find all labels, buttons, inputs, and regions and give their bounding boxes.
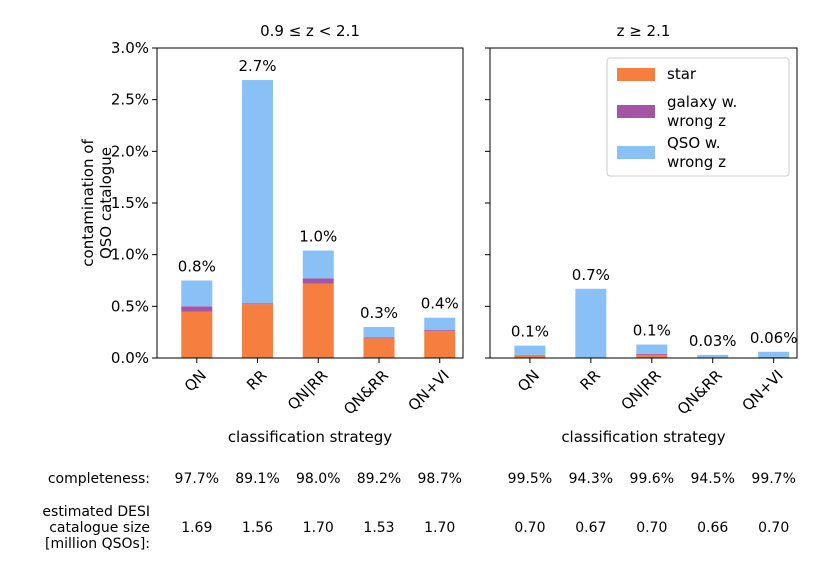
cell: 1.70: [424, 520, 455, 536]
row-label: catalogue size: [49, 520, 150, 536]
bar-segment: [363, 338, 395, 358]
value-label: 0.03%: [689, 332, 737, 350]
legend-label: galaxy w. wrong z: [667, 93, 737, 130]
cell: 99.6%: [630, 471, 674, 487]
cell: 0.70: [636, 520, 667, 536]
bar-segment: [697, 354, 729, 358]
x-axis-label: classification strategy: [561, 428, 725, 446]
legend-label-line: galaxy w.: [667, 93, 737, 111]
bar-segment: [302, 278, 334, 284]
value-label: 2.7%: [238, 57, 276, 75]
legend-swatch: [617, 146, 655, 159]
cell: 1.56: [242, 520, 273, 536]
x-tick-label: QN|RR: [618, 366, 665, 413]
x-tick-label: QN: [514, 366, 543, 395]
legend-label: QSO w. wrong z: [667, 134, 726, 171]
bar-segment: [242, 303, 274, 305]
cell: 1.53: [363, 520, 394, 536]
value-label: 0.1%: [511, 323, 549, 341]
y-tick-label: 2.5%: [111, 91, 149, 109]
bar-segment: [181, 311, 213, 358]
x-tick-label: RR: [243, 366, 270, 393]
bar-segment: [636, 344, 668, 354]
cell: 0.70: [758, 520, 789, 536]
row-label: completeness:: [48, 471, 150, 487]
x-tick-label: QN|RR: [284, 366, 331, 413]
legend-swatch: [617, 68, 655, 81]
y-axis-label-line: contamination of: [79, 139, 97, 267]
panel-title: 0.9 ≤ z < 2.1: [260, 22, 360, 40]
legend-swatch: [617, 105, 655, 118]
row-label: [million QSOs]:: [45, 536, 150, 552]
bar-segment: [424, 331, 456, 358]
bar-segment: [181, 306, 213, 312]
bar-segment: [514, 345, 546, 355]
legend-label: star: [667, 65, 697, 83]
bar-segment: [302, 250, 334, 279]
bar-segment: [575, 288, 607, 358]
legend-label-line: QSO w.: [667, 134, 721, 152]
cell: 0.70: [514, 520, 545, 536]
cell: 1.70: [303, 520, 334, 536]
y-tick-label: 1.5%: [111, 194, 149, 212]
x-axis-label: classification strategy: [228, 428, 392, 446]
y-tick-label: 2.0%: [111, 142, 149, 160]
bar-segment: [363, 327, 395, 338]
value-label: 0.3%: [360, 304, 398, 322]
cell: 89.1%: [235, 471, 279, 487]
bar-segment: [636, 354, 668, 358]
legend-label-line: wrong z: [667, 153, 726, 171]
panel-title: z ≥ 2.1: [617, 22, 671, 40]
x-tick-label: QN&RR: [674, 366, 726, 418]
bar-segment: [636, 353, 668, 355]
y-axis-label: contamination ofQSO catalogue: [79, 139, 115, 267]
bar-segment: [242, 304, 274, 358]
bar-segment: [181, 280, 213, 307]
y-tick-label: 0.0%: [111, 349, 149, 367]
value-label: 0.7%: [572, 266, 610, 284]
bar-segment: [302, 283, 334, 358]
value-label: 1.0%: [299, 228, 337, 246]
x-tick-label: QN+VI: [738, 366, 786, 414]
y-tick-label: 3.0%: [111, 39, 149, 57]
bar-segment: [424, 330, 456, 332]
value-label: 0.4%: [421, 295, 459, 313]
cell: 99.7%: [751, 471, 795, 487]
row-label: estimated DESI: [42, 504, 150, 520]
axes-frame: [156, 47, 464, 359]
cell: 98.7%: [418, 471, 462, 487]
x-tick-label: QN+VI: [405, 366, 453, 414]
value-label: 0.1%: [633, 322, 671, 340]
bar-segment: [758, 356, 790, 358]
cell: 94.5%: [690, 471, 734, 487]
legend-label-line: wrong z: [667, 112, 726, 130]
cell: 94.3%: [569, 471, 613, 487]
cell: 0.66: [697, 520, 728, 536]
cell: 99.5%: [508, 471, 552, 487]
value-label: 0.8%: [178, 258, 216, 276]
x-tick-label: QN: [181, 366, 210, 395]
bar-segment: [424, 317, 456, 331]
cell: 0.67: [575, 520, 606, 536]
axes-frame: [489, 47, 798, 359]
cell: 97.7%: [175, 471, 219, 487]
bar-segment: [242, 80, 274, 304]
cell: 1.69: [181, 520, 212, 536]
value-label: 0.06%: [750, 329, 798, 347]
y-axis-label-line: QSO catalogue: [97, 147, 115, 259]
y-tick-label: 0.5%: [111, 297, 149, 315]
x-tick-label: QN&RR: [340, 366, 392, 418]
bar-segment: [363, 337, 395, 339]
cell: 89.2%: [357, 471, 401, 487]
bar-segment: [514, 354, 546, 358]
x-tick-label: RR: [576, 366, 603, 393]
y-tick-label: 1.0%: [111, 246, 149, 264]
bar-segment: [758, 351, 790, 357]
cell: 98.0%: [296, 471, 340, 487]
